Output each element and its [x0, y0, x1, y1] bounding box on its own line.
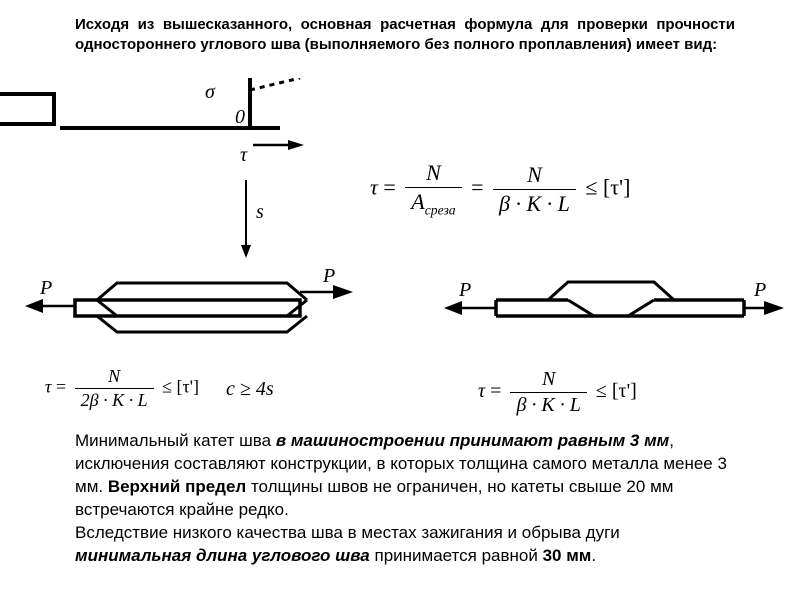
p1b: в машиностроении принимают равным 3 мм [276, 431, 669, 450]
num1: N [405, 160, 461, 188]
page: Исходя из вышесказанного, основная расче… [0, 0, 800, 600]
left-stub-box [0, 92, 56, 126]
rel: ≤ [162, 377, 172, 397]
frac: N β · K · L [506, 368, 590, 417]
eq: = [383, 174, 395, 199]
formula-mid: c ≥ 4s [226, 378, 274, 401]
p-right-2: P [753, 279, 766, 301]
eq: = [490, 380, 501, 402]
rel: ≤ [585, 174, 597, 199]
intro-text: Исходя из вышесказанного, основная расче… [75, 15, 735, 56]
body-text: Минимальный катет шва в машиностроении п… [75, 430, 735, 568]
p2b: минимальная длина углового шва [75, 546, 370, 565]
tau: τ [478, 380, 485, 402]
sigma-label: σ [205, 81, 216, 103]
p2a: Вследствие низкого качества шва в местах… [75, 523, 620, 542]
num: N [75, 366, 154, 389]
frac: N 2β · K · L [71, 366, 158, 411]
den: 2β · K · L [75, 389, 154, 411]
p-left-1: P [39, 277, 52, 299]
rel: ≤ [596, 380, 607, 402]
double-fillet-joint: P P [25, 260, 365, 370]
A: A [411, 189, 424, 214]
eq: = [56, 377, 66, 397]
s-label: s [256, 201, 264, 223]
formula-main: τ = N Aсреза = N β · K · L ≤ [τ'] [370, 160, 630, 218]
formula-right: τ = N β · K · L ≤ [τ'] [478, 368, 637, 417]
formula-left: τ = N 2β · K · L ≤ [τ'] [45, 366, 199, 411]
single-fillet-joint: P P [444, 262, 784, 370]
rhs: [τ'] [176, 377, 198, 397]
p1d: Верхний предел [108, 477, 246, 496]
num: N [510, 368, 586, 393]
den2: β · K · L [493, 190, 576, 217]
p1a: Минимальный катет шва [75, 431, 276, 450]
zero-label: 0 [235, 106, 245, 128]
s-dimension: s [228, 180, 278, 260]
p-left-2: P [458, 279, 471, 301]
p2d: 30 мм [543, 546, 592, 565]
tau: τ [370, 174, 378, 199]
rhs: [τ'] [603, 174, 630, 199]
tau: τ [45, 377, 51, 397]
den1: Aсреза [405, 188, 461, 218]
rhs: [τ'] [612, 380, 637, 402]
p2e: . [591, 546, 596, 565]
den: β · K · L [510, 393, 586, 417]
frac2: N β · K · L [489, 162, 580, 217]
stress-diagram: σ 0 τ [60, 78, 340, 168]
eq2: = [471, 174, 483, 199]
p-right-1: P [322, 265, 335, 287]
tau-label: τ [240, 144, 248, 166]
A-sub: среза [425, 202, 456, 217]
frac1: N Aсреза [401, 160, 465, 218]
p2c: принимается равной [370, 546, 543, 565]
num2: N [493, 162, 576, 190]
